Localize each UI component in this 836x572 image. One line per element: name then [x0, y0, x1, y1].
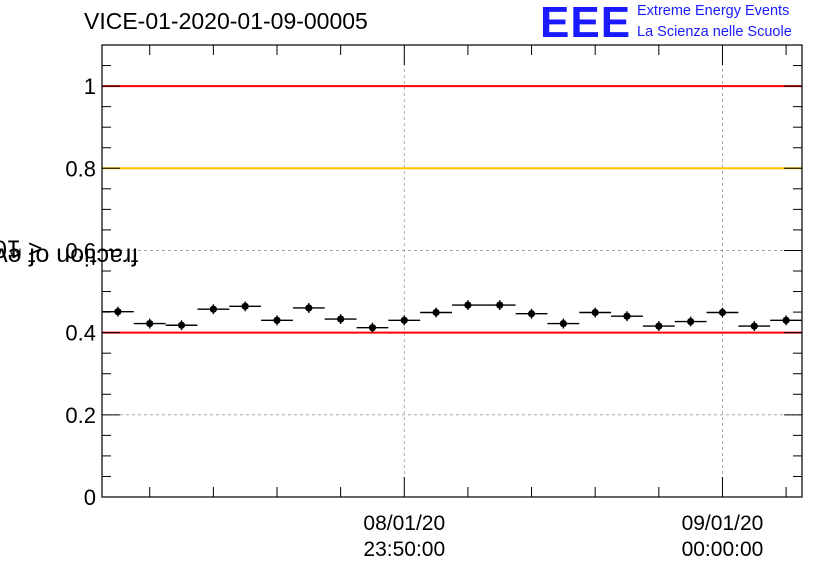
data-point-7 [337, 315, 345, 323]
y-tick-label-0: 0 [84, 485, 96, 510]
data-point-12 [496, 301, 504, 309]
data-point-5 [273, 316, 281, 324]
data-point-6 [305, 304, 313, 312]
x-tick-label-time-0: 23:50:00 [363, 538, 445, 561]
data-point-15 [591, 308, 599, 317]
y-tick-label-5: 1 [84, 74, 96, 99]
y-tick-label-1: 0.2 [65, 403, 96, 428]
x-tick-label-date-1: 09/01/20 [682, 512, 764, 535]
data-point-17 [655, 322, 663, 330]
data-point-9 [400, 316, 408, 324]
data-point-2 [177, 321, 186, 329]
data-point-20 [750, 322, 758, 330]
data-point-11 [464, 301, 472, 309]
y-tick-label-2: 0.4 [65, 321, 96, 346]
data-point-14 [559, 319, 567, 328]
data-point-0 [114, 308, 122, 316]
y-tick-label-4: 0.8 [65, 156, 96, 181]
data-point-8 [368, 324, 377, 332]
eee-logo: EEE [540, 0, 632, 47]
logo-text-line1: Extreme Energy Events [637, 3, 790, 19]
data-point-3 [209, 305, 217, 313]
data-point-10 [432, 308, 440, 317]
data-point-18 [687, 317, 695, 326]
data-point-4 [241, 302, 249, 310]
data-point-16 [623, 312, 631, 320]
y-tick-label-3: 0.6 [65, 238, 96, 263]
data-point-21 [782, 316, 790, 324]
x-tick-label-time-1: 00:00:00 [682, 538, 764, 561]
data-point-1 [146, 319, 154, 328]
logo-text-line2: La Scienza nelle Scuole [637, 24, 792, 40]
chart-title: VICE-01-2020-01-09-00005 [84, 8, 368, 34]
data-point-19 [718, 308, 727, 317]
x-tick-label-date-0: 08/01/20 [363, 512, 445, 535]
data-point-13 [527, 310, 536, 318]
plot-frame [101, 44, 803, 498]
